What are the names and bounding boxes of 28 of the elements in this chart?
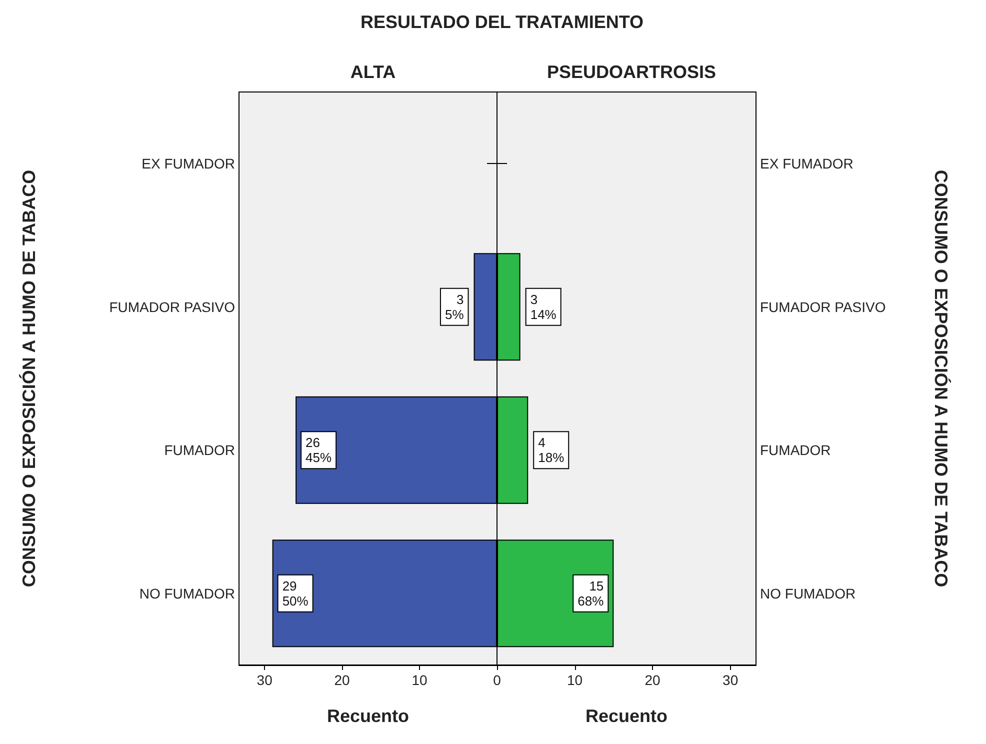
x-axis-title: Recuento [585, 706, 668, 726]
chart-title: RESULTADO DEL TRATAMIENTO [360, 12, 644, 32]
x-tick-label: 0 [493, 672, 502, 688]
y-tick-label: FUMADOR [760, 442, 831, 458]
y-axis-title: CONSUMO O EXPOSICIÓN A HUMO DE TABACO [931, 170, 951, 588]
data-label: 3 14% [530, 292, 557, 322]
y-tick-label: FUMADOR PASIVO [760, 298, 886, 315]
y-axis-title: CONSUMO O EXPOSICIÓN A HUMO DE TABACO [19, 170, 39, 588]
x-tick-label: 20 [644, 672, 661, 688]
y-tick-label: EX FUMADOR [142, 156, 235, 172]
y-tick-label: NO FUMADOR [139, 585, 235, 602]
chart-subtitle: ALTA [350, 62, 396, 82]
x-tick-label: 30 [722, 672, 738, 688]
x-tick-label: 20 [334, 672, 350, 688]
y-tick-label: EX FUMADOR [760, 156, 854, 172]
chart-subtitle: PSEUDOARTROSIS [546, 62, 716, 82]
data-label: 26 45% [306, 435, 332, 466]
y-tick-label: FUMADOR PASIVO [109, 298, 236, 315]
data-label: 29 50% [282, 578, 309, 608]
x-tick-label: 30 [256, 672, 273, 688]
data-label: 3 5% [444, 292, 464, 322]
data-label: 4 18% [538, 435, 565, 466]
x-tick-label: 10 [566, 672, 583, 688]
x-tick-label: 10 [412, 672, 428, 688]
data-label: 15 68% [578, 578, 604, 608]
x-axis-title: Recuento [326, 706, 410, 726]
y-tick-label: NO FUMADOR [760, 585, 856, 602]
y-tick-label: FUMADOR [164, 442, 235, 458]
